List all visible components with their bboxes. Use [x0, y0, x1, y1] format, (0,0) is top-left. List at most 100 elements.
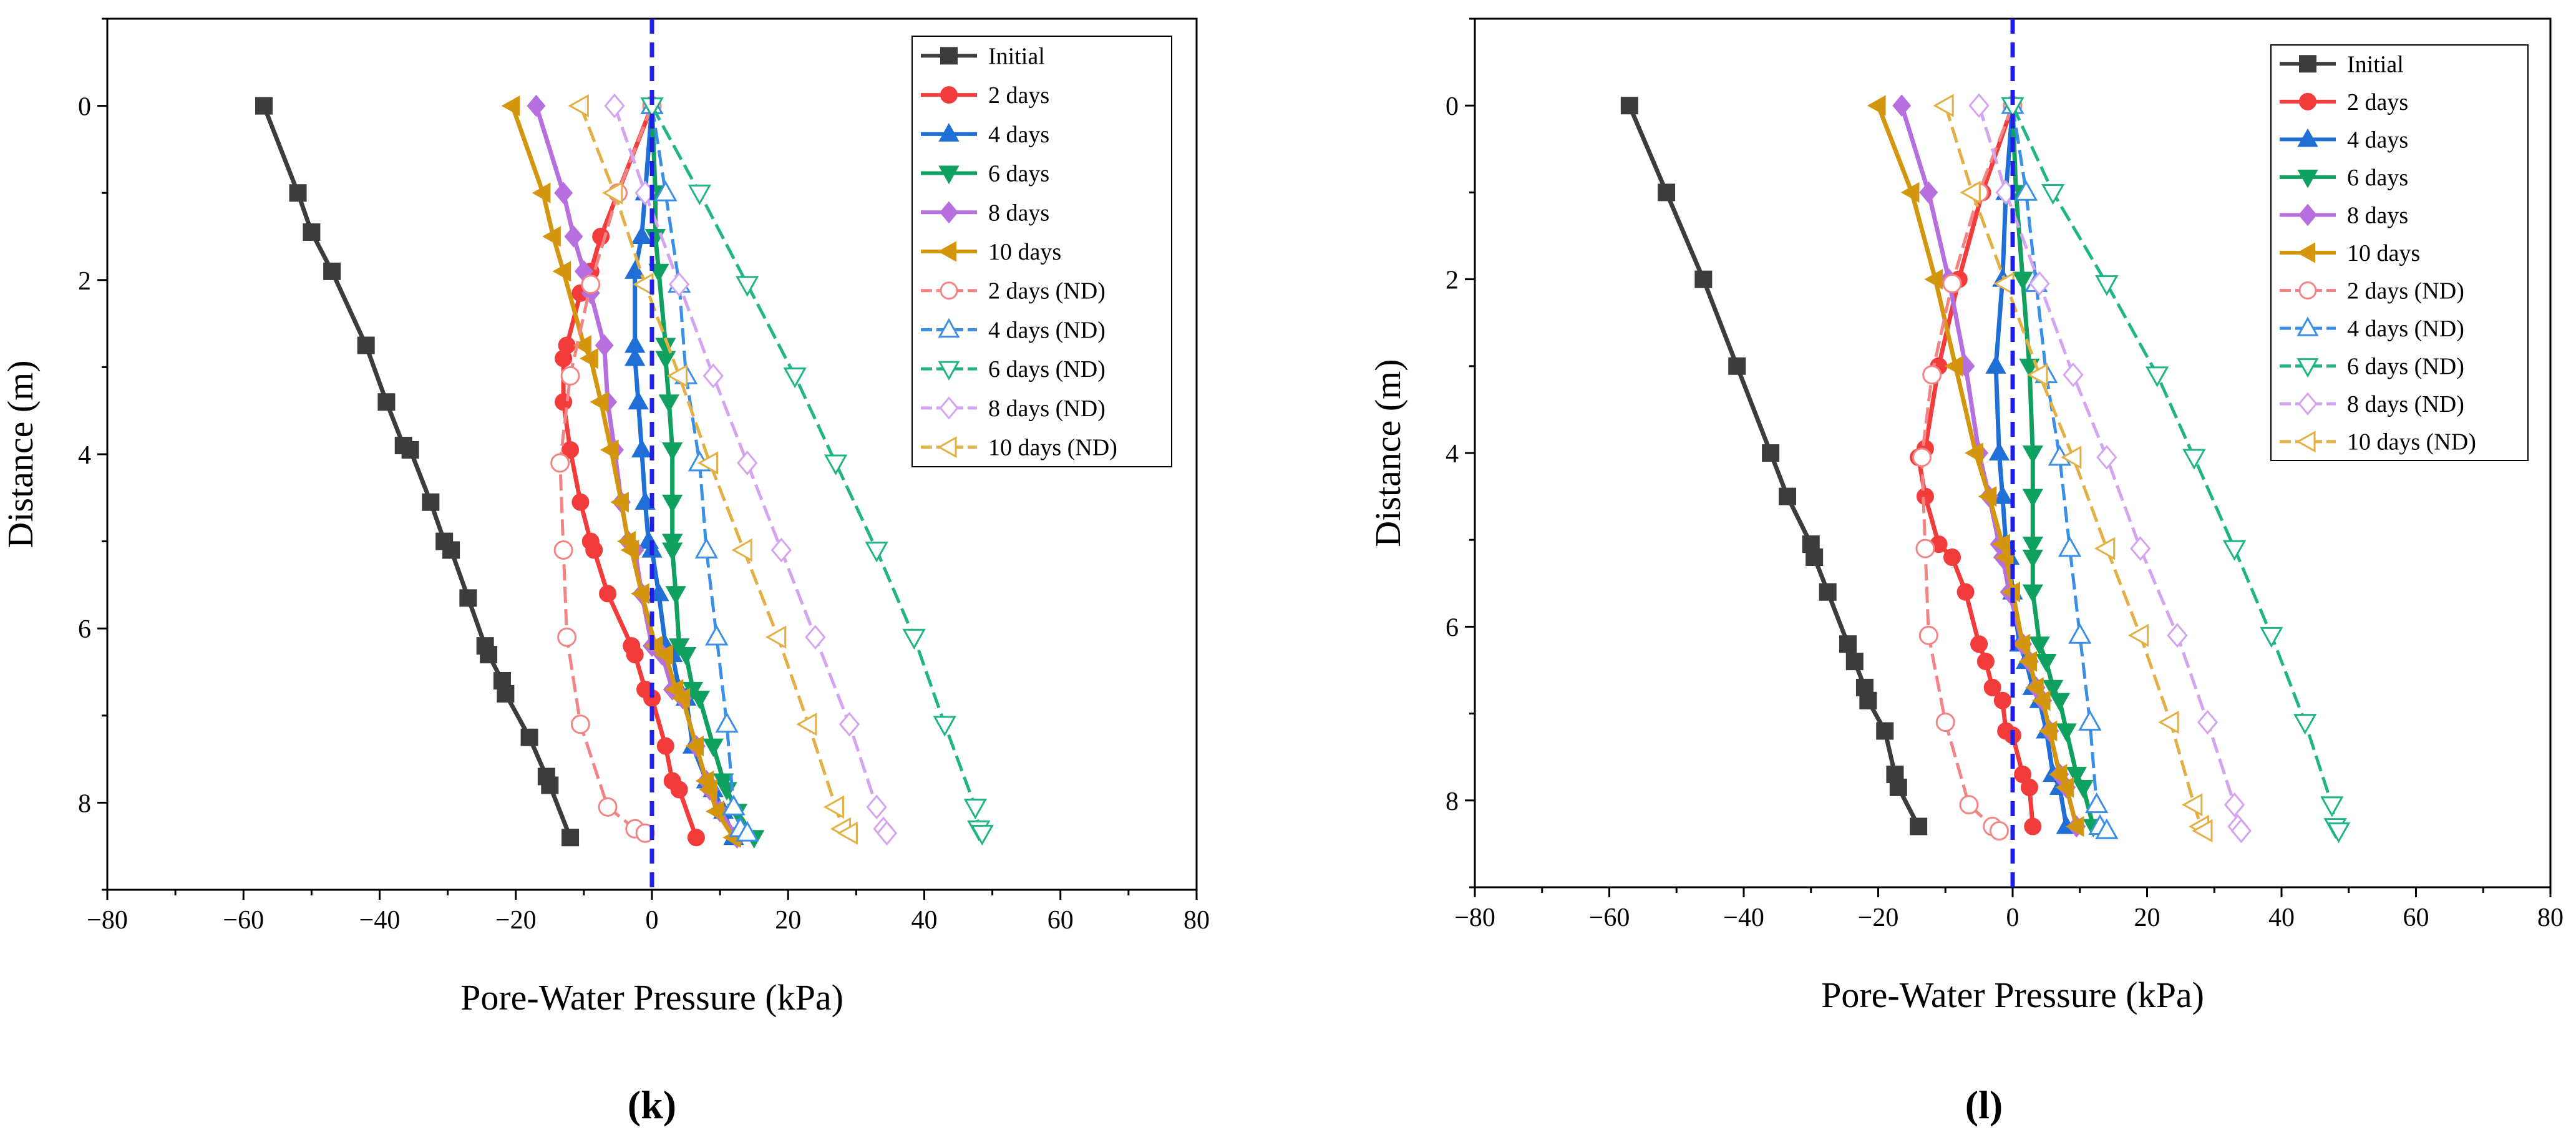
data-point [602, 181, 623, 205]
data-point [631, 439, 653, 458]
legend-item-8-days-nd: 8 days (ND) [2280, 391, 2464, 417]
legend-marker [940, 201, 958, 224]
data-point [688, 184, 712, 206]
data-point [600, 439, 619, 460]
data-point [662, 494, 683, 514]
data-point [2066, 766, 2088, 786]
data-point [1995, 547, 2014, 568]
legend-label: 6 days (ND) [988, 356, 1106, 382]
data-point [715, 711, 739, 733]
data-point [2063, 362, 2084, 387]
data-point [570, 714, 590, 734]
x-tick-label: 80 [1184, 906, 1210, 935]
data-point [705, 625, 729, 646]
data-point [2192, 819, 2213, 843]
data-point [590, 391, 609, 412]
series-line [1899, 105, 2079, 827]
data-point [1910, 817, 1928, 835]
data-point [1694, 270, 1713, 288]
legend-marker [940, 86, 958, 104]
legend-item-10-days: 10 days [2280, 240, 2420, 266]
data-point [1859, 691, 1877, 709]
data-point [1915, 538, 1935, 558]
data-point [2058, 536, 2082, 557]
x-tick-label: −40 [359, 906, 401, 935]
data-point [581, 275, 601, 295]
data-point [1839, 635, 1857, 653]
data-point [963, 798, 988, 820]
data-point [671, 688, 691, 709]
legend-label: Initial [988, 43, 1045, 69]
legend-label: 6 days [988, 161, 1049, 187]
data-point [592, 228, 610, 245]
y-tick-label: 4 [1446, 440, 1459, 469]
data-point [1991, 533, 2010, 555]
data-point [585, 541, 603, 559]
data-point [737, 451, 758, 475]
data-point [766, 625, 787, 649]
legend-label: 4 days [988, 122, 1049, 148]
legend-item-8-days-nd: 8 days (ND) [921, 396, 1106, 422]
data-point [598, 797, 618, 817]
data-point [1960, 180, 1981, 205]
data-point [2025, 677, 2044, 698]
data-point [1935, 713, 1955, 733]
data-point [2012, 271, 2033, 291]
data-point [865, 542, 888, 563]
data-point [289, 184, 307, 202]
legend-label: 8 days (ND) [988, 396, 1106, 422]
series-initial [1620, 97, 1928, 835]
x-tick-label: −60 [1589, 904, 1630, 932]
legend-label: 2 days (ND) [2347, 278, 2464, 304]
data-point [255, 97, 273, 115]
data-point [2094, 537, 2116, 560]
legend: Initial 2 days 4 days 6 days 8 days 10 days 2 … [2270, 44, 2529, 461]
y-tick-label: 0 [78, 93, 91, 122]
data-point [1892, 94, 1912, 117]
series-6-days-nd [2001, 97, 2351, 844]
x-tick-label: 60 [2403, 904, 2429, 932]
legend-marker [938, 241, 957, 262]
legend-label: Initial [2347, 51, 2404, 77]
legend-label: 4 days (ND) [2347, 316, 2464, 342]
data-point [2031, 690, 2051, 711]
legend-item-4-days: 4 days [2280, 127, 2408, 153]
data-point [702, 363, 724, 389]
data-point [323, 262, 341, 280]
data-point [824, 454, 848, 475]
legend-label: 8 days [988, 200, 1049, 226]
data-point [2014, 180, 2038, 201]
data-point [2230, 818, 2252, 844]
data-point [571, 493, 590, 511]
data-point [610, 492, 629, 513]
legend-item-4-days-nd: 4 days (ND) [2280, 316, 2464, 342]
data-point [442, 541, 460, 559]
data-point [1876, 722, 1894, 740]
data-point [2041, 184, 2065, 205]
data-point [699, 779, 717, 801]
x-tick-label: 40 [911, 906, 938, 935]
data-point [1900, 182, 1920, 203]
x-tick-label: −20 [495, 906, 537, 935]
data-point [2145, 366, 2169, 387]
legend-marker [938, 318, 960, 338]
legend-marker [940, 47, 958, 65]
data-point [1989, 821, 2009, 841]
legend-item-initial: Initial [2280, 51, 2404, 77]
data-point [1968, 93, 1990, 119]
y-tick-label: 2 [1446, 266, 1459, 295]
legend-marker [937, 436, 957, 459]
data-point [1918, 625, 1938, 645]
panel-label: (k) [628, 1083, 676, 1127]
data-point [2042, 679, 2064, 699]
data-point [2029, 636, 2050, 655]
data-point [560, 366, 580, 386]
data-point [541, 776, 559, 794]
legend-item-10-days: 10 days [921, 239, 1061, 265]
data-point [564, 225, 583, 248]
series-10-days [1867, 95, 2084, 837]
data-point [1943, 548, 1961, 567]
y-axis-title: Distance (m) [1368, 359, 1408, 547]
data-point [2127, 623, 2149, 647]
x-tick-label: 0 [646, 906, 659, 935]
